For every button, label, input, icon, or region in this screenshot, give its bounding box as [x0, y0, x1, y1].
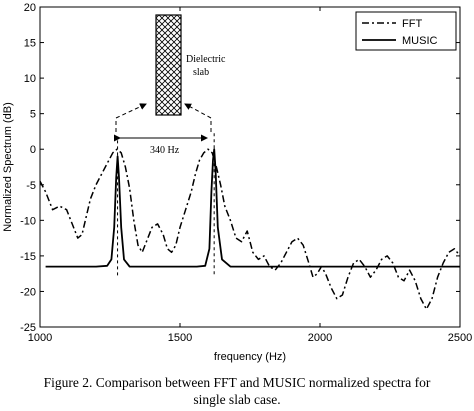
plot-area: [39, 6, 461, 328]
y-tick-label: -20: [20, 286, 36, 298]
legend-fft-label: FFT: [402, 18, 422, 30]
x-tick-label: 2500: [448, 332, 472, 344]
y-tick-label: 20: [24, 2, 36, 14]
spacing-label: 340 Hz: [150, 145, 180, 156]
y-tick-label: 15: [24, 38, 36, 50]
x-tick-label: 1000: [28, 332, 52, 344]
x-axis-label: frequency (Hz): [214, 351, 286, 363]
y-tick-label: -5: [26, 180, 36, 192]
series-layer: [39, 133, 461, 310]
legend-music-label: MUSIC: [402, 35, 438, 47]
y-tick-label: -15: [20, 251, 36, 263]
slab-rect: [155, 14, 182, 116]
x-tick-label: 2000: [308, 332, 332, 344]
axes: 1000 1500 2000 2500 -25 -20 -15 -10 -5 0 5 10 15 20: [20, 2, 472, 344]
series-line-fft: [39, 148, 461, 310]
x-tick-label: 1500: [168, 332, 192, 344]
caption-line1: Figure 2. Comparison between FFT and MUS…: [43, 375, 431, 390]
left-dashed-arrow: [115, 103, 147, 132]
y-tick-label: -10: [20, 215, 36, 227]
y-tick-label: 0: [30, 144, 36, 156]
slab-label-line1: Dielectric: [186, 54, 226, 65]
y-tick-label: 5: [30, 109, 36, 121]
y-axis-label: Normalized Spectrum (dB): [2, 102, 14, 232]
figure-caption: Figure 2. Comparison between FFT and MUS…: [0, 374, 474, 408]
right-dashed-arrow: [184, 103, 212, 132]
legend: FFT MUSIC: [355, 11, 457, 51]
y-tick-label: -25: [20, 322, 36, 334]
series-line-music: [45, 148, 460, 268]
dielectric-slab-diagram: Dielectric slab 340 Hz: [114, 14, 226, 156]
legend-box: [355, 11, 457, 51]
slab-label-line2: slab: [193, 67, 209, 78]
caption-line2: single slab case.: [193, 392, 281, 407]
y-tick-label: 10: [24, 73, 36, 85]
